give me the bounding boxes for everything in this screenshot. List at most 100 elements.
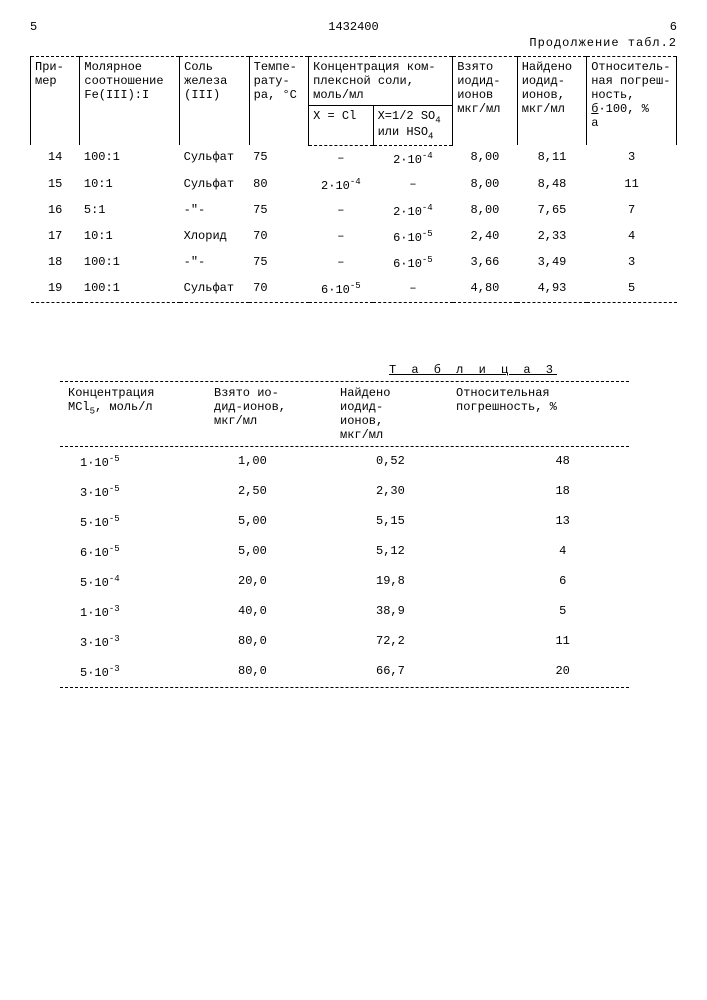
cell: 18 [484, 477, 629, 507]
cell: 11 [587, 172, 677, 198]
cell: 2,33 [517, 224, 587, 250]
table-row: 3·10-52,502,3018 [60, 477, 629, 507]
cell: 5 [484, 597, 629, 627]
table-row: 18100:1-"-75–6·10-53,663,493 [31, 250, 677, 276]
cell: 3·10-5 [60, 477, 218, 507]
t2-h-found: Найденоиодид-ионов,мкг/мл [517, 57, 587, 146]
cell: 100:1 [80, 250, 180, 276]
cell: 14 [31, 145, 80, 172]
cell: 2·10-4 [309, 172, 373, 198]
cell: 10:1 [80, 172, 180, 198]
table-row: 6·10-55,005,124 [60, 537, 629, 567]
cell: 75 [249, 250, 308, 276]
page-num-right: 6 [670, 20, 677, 34]
table-3-title: Т а б л и ц а 3 [30, 363, 677, 377]
cell: 4 [587, 224, 677, 250]
cell: 48 [484, 447, 629, 477]
cell: – [309, 224, 373, 250]
cell: 38,9 [356, 597, 484, 627]
t2-h-err-tail: ·100, % [598, 102, 648, 116]
cell: 80 [249, 172, 308, 198]
cell: 2,30 [356, 477, 484, 507]
cell: 75 [249, 198, 308, 224]
cell: 3,49 [517, 250, 587, 276]
cell: 5·10-5 [60, 507, 218, 537]
cell: 17 [31, 224, 80, 250]
cell: 100:1 [80, 276, 180, 302]
table-3: КонцентрацияMCl5, моль/л Взято ио-дид-ио… [60, 381, 629, 688]
cell: 4,80 [453, 276, 517, 302]
cell: 72,2 [356, 627, 484, 657]
cell: 11 [484, 627, 629, 657]
cell: 6·10-5 [373, 224, 453, 250]
t2-h-example: При-мер [31, 57, 80, 146]
table-row: 1710:1Хлорид70–6·10-52,402,334 [31, 224, 677, 250]
cell: 70 [249, 224, 308, 250]
table-row: 5·10-55,005,1513 [60, 507, 629, 537]
cell: 80,0 [218, 627, 356, 657]
cell: 5 [587, 276, 677, 302]
cell: 5·10-3 [60, 657, 218, 687]
cell: 8,00 [453, 145, 517, 172]
cell: 1·10-3 [60, 597, 218, 627]
t2-h-ratio: МолярноесоотношениеFe(III):I [80, 57, 180, 146]
cell: – [309, 198, 373, 224]
t2-h-taken: Взятоиодид-ионовмкг/мл [453, 57, 517, 146]
cell: 15 [31, 172, 80, 198]
t3-h-conc: КонцентрацияMCl5, моль/л [60, 382, 206, 446]
cell: 16 [31, 198, 80, 224]
page-num-left: 5 [30, 20, 37, 34]
table-row: 14100:1Сульфат75–2·10-48,008,113 [31, 145, 677, 172]
cell: 5:1 [80, 198, 180, 224]
cell: 4 [484, 537, 629, 567]
cell: – [373, 172, 453, 198]
table-row: 1·10-51,000,5248 [60, 447, 629, 477]
doc-number: 1432400 [328, 20, 378, 34]
cell: 5·10-4 [60, 567, 218, 597]
cell: 19 [31, 276, 80, 302]
cell: – [309, 145, 373, 172]
cell: -"- [180, 250, 250, 276]
t2-h-xcl: X = Cl [309, 106, 373, 146]
cell: 5,00 [218, 537, 356, 567]
cell: 4,93 [517, 276, 587, 302]
table-row: 5·10-420,019,86 [60, 567, 629, 597]
cell: 10:1 [80, 224, 180, 250]
cell: 13 [484, 507, 629, 537]
page-header: 5 1432400 6 [30, 20, 677, 34]
cell: 8,00 [453, 172, 517, 198]
cell: 6 [484, 567, 629, 597]
cell: Сульфат [180, 276, 250, 302]
cell: 8,11 [517, 145, 587, 172]
t2-h-salt: Сольжелеза(III) [180, 57, 250, 146]
cell: 1·10-5 [60, 447, 218, 477]
cell: 2·10-4 [373, 145, 453, 172]
cell: 2,40 [453, 224, 517, 250]
table-row: 1510:1Сульфат802·10-4–8,008,4811 [31, 172, 677, 198]
cell: – [373, 276, 453, 302]
t3-h-taken: Взято ио-дид-ионов,мкг/мл [206, 382, 332, 446]
cell: 7,65 [517, 198, 587, 224]
cell: 40,0 [218, 597, 356, 627]
cell: 100:1 [80, 145, 180, 172]
t3-h-err: Относительнаяпогрешность, % [448, 382, 629, 446]
continuation-label: Продолжение табл.2 [30, 36, 677, 50]
cell: Сульфат [180, 172, 250, 198]
table-row: 1·10-340,038,95 [60, 597, 629, 627]
cell: 75 [249, 145, 308, 172]
cell: 3 [587, 145, 677, 172]
cell: 2,50 [218, 477, 356, 507]
t2-h-err-top: Относитель-ная погреш-ность, [591, 60, 670, 102]
cell: – [309, 250, 373, 276]
cell: 70 [249, 276, 308, 302]
table-row: 5·10-380,066,720 [60, 657, 629, 687]
t2-h-err: Относитель-ная погреш-ность, б·100, % a [587, 57, 677, 146]
t2-h-conc: Концентрация ком-плексной соли,моль/мл [309, 57, 453, 106]
cell: 80,0 [218, 657, 356, 687]
table-row: 19100:1Сульфат706·10-5–4,804,935 [31, 276, 677, 302]
cell: 8,00 [453, 198, 517, 224]
t2-h-xso: X=1/2 SO4или HSO4 [373, 106, 453, 146]
cell: 20,0 [218, 567, 356, 597]
table-row: 165:1-"-75–2·10-48,007,657 [31, 198, 677, 224]
cell: 2·10-4 [373, 198, 453, 224]
